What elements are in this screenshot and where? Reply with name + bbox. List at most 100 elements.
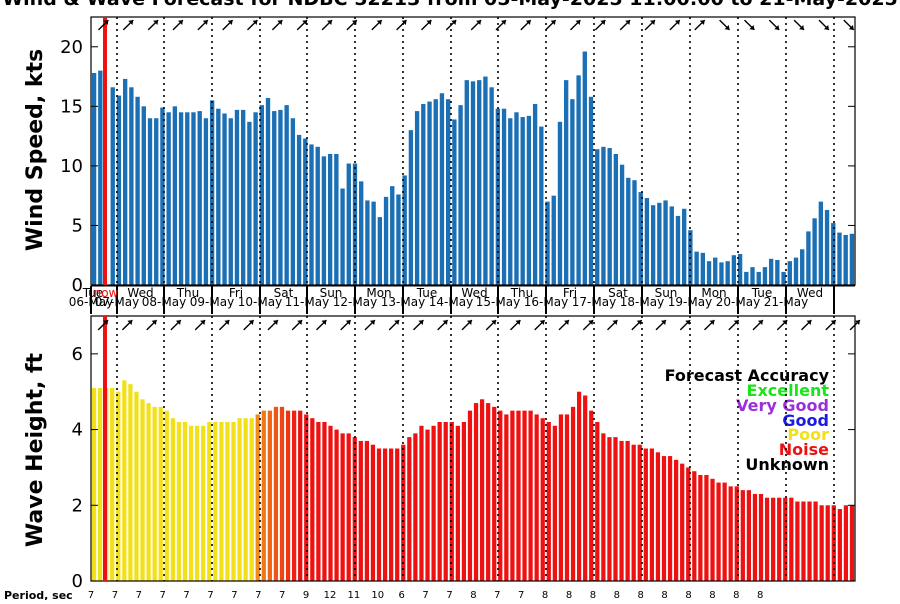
wind-bar: [390, 186, 395, 285]
wind-bar: [644, 198, 650, 285]
wind-bar: [489, 87, 494, 285]
wave-bar: [752, 493, 758, 581]
wave-bar: [152, 406, 157, 581]
wave-bar: [680, 463, 685, 581]
wind-direction-arrow-head: [401, 20, 407, 25]
wave-bar: [97, 387, 103, 581]
wind-direction-arrow-head: [848, 25, 854, 30]
wave-bar: [158, 406, 163, 581]
accuracy-legend: Forecast Accuracy Excellent Very Good Go…: [665, 366, 830, 474]
period-value: 7: [231, 590, 237, 600]
day-of-week-label: Tue: [416, 286, 438, 300]
wave-direction-arrow-head: [466, 320, 472, 325]
wind-bar: [657, 202, 662, 285]
wind-panel-frame: [90, 16, 856, 286]
wind-bar: [483, 76, 488, 285]
wind-y-tick-label: 15: [60, 96, 83, 117]
wave-bar: [140, 399, 145, 581]
wave-bar: [643, 448, 648, 581]
day-of-week-label: Fri: [563, 286, 577, 300]
wave-bar: [607, 437, 612, 581]
period-value: 7: [255, 590, 261, 600]
wave-bar: [546, 422, 551, 581]
wind-bar: [477, 80, 482, 285]
wave-bar: [431, 425, 436, 581]
wind-bar: [675, 215, 681, 285]
wave-bar: [122, 380, 127, 581]
wave-bar: [625, 440, 630, 581]
wind-bar: [744, 271, 749, 285]
wind-bar: [613, 153, 619, 285]
wave-bar: [267, 410, 272, 581]
wind-bar: [383, 196, 389, 285]
wind-bar: [315, 146, 320, 285]
wind-direction-arrow-head: [227, 20, 233, 25]
wave-bar: [661, 456, 667, 581]
day-of-week-label: Sat: [608, 286, 628, 300]
wind-bar: [843, 234, 848, 285]
day-of-week-label: Mon: [701, 286, 726, 300]
wind-bar: [396, 194, 401, 285]
wave-bar: [613, 437, 618, 581]
wave-bar: [219, 422, 224, 581]
wave-bar: [292, 410, 297, 581]
wind-bar: [421, 103, 426, 285]
wave-direction-arrow-head: [442, 320, 448, 325]
wave-bar: [601, 433, 606, 581]
wind-bar: [818, 201, 824, 285]
wave-bar: [631, 444, 636, 581]
wave-bar: [813, 501, 818, 581]
wave-bar: [437, 422, 442, 581]
wind-bar: [756, 271, 761, 285]
wind-bar: [259, 105, 264, 285]
wave-bar: [455, 425, 460, 581]
wave-bar: [552, 425, 557, 581]
wave-bar: [164, 410, 169, 581]
period-value: 8: [661, 590, 667, 600]
legend-good: Good: [782, 411, 829, 430]
wave-bar: [285, 410, 291, 581]
wind-bar: [638, 192, 643, 285]
wave-direction-arrow-head: [636, 320, 642, 325]
wave-bar: [207, 422, 212, 581]
wave-direction-arrow-head: [418, 320, 424, 325]
wind-direction-arrow-head: [476, 20, 482, 25]
day-of-week-label: Wed: [797, 286, 823, 300]
wave-bar: [510, 410, 515, 581]
wave-bar: [261, 410, 266, 581]
period-value: 8: [685, 590, 691, 600]
wind-direction-arrow-head: [799, 25, 804, 30]
wind-bar: [458, 105, 463, 285]
wind-bar: [154, 118, 159, 286]
wind-direction-arrow-head: [103, 20, 109, 25]
wave-bar: [528, 410, 533, 581]
wave-bar: [522, 410, 527, 581]
wind-y-tick-label: 5: [72, 215, 83, 236]
wave-direction-arrow-head: [321, 320, 327, 325]
day-of-week-label: Tue: [751, 286, 773, 300]
wind-bar: [793, 257, 799, 285]
period-value: 7: [136, 590, 142, 600]
wind-bar: [352, 163, 358, 285]
wind-bar: [359, 181, 364, 285]
wind-bar: [228, 118, 233, 286]
wind-direction-arrow-head: [277, 20, 283, 25]
wave-bar: [182, 422, 188, 581]
wave-direction-arrow-head: [394, 320, 400, 325]
wave-bar: [231, 422, 236, 581]
wind-direction-arrow-head: [774, 25, 780, 30]
wave-bar: [237, 418, 242, 581]
wind-direction-arrow-head: [575, 20, 581, 25]
wind-direction-arrow-head: [426, 20, 432, 25]
wind-direction-arrow-head: [724, 25, 730, 30]
wave-y-tick-label: 4: [72, 420, 83, 441]
wave-bar: [655, 452, 661, 581]
wind-bar: [713, 257, 718, 285]
wind-axis-title: Wind Speed, kts: [23, 49, 48, 251]
wind-bar: [445, 99, 451, 285]
wind-bar: [402, 175, 407, 285]
wind-bar: [768, 258, 774, 285]
wave-bar: [370, 444, 376, 581]
wind-direction-arrow-head: [550, 20, 556, 25]
